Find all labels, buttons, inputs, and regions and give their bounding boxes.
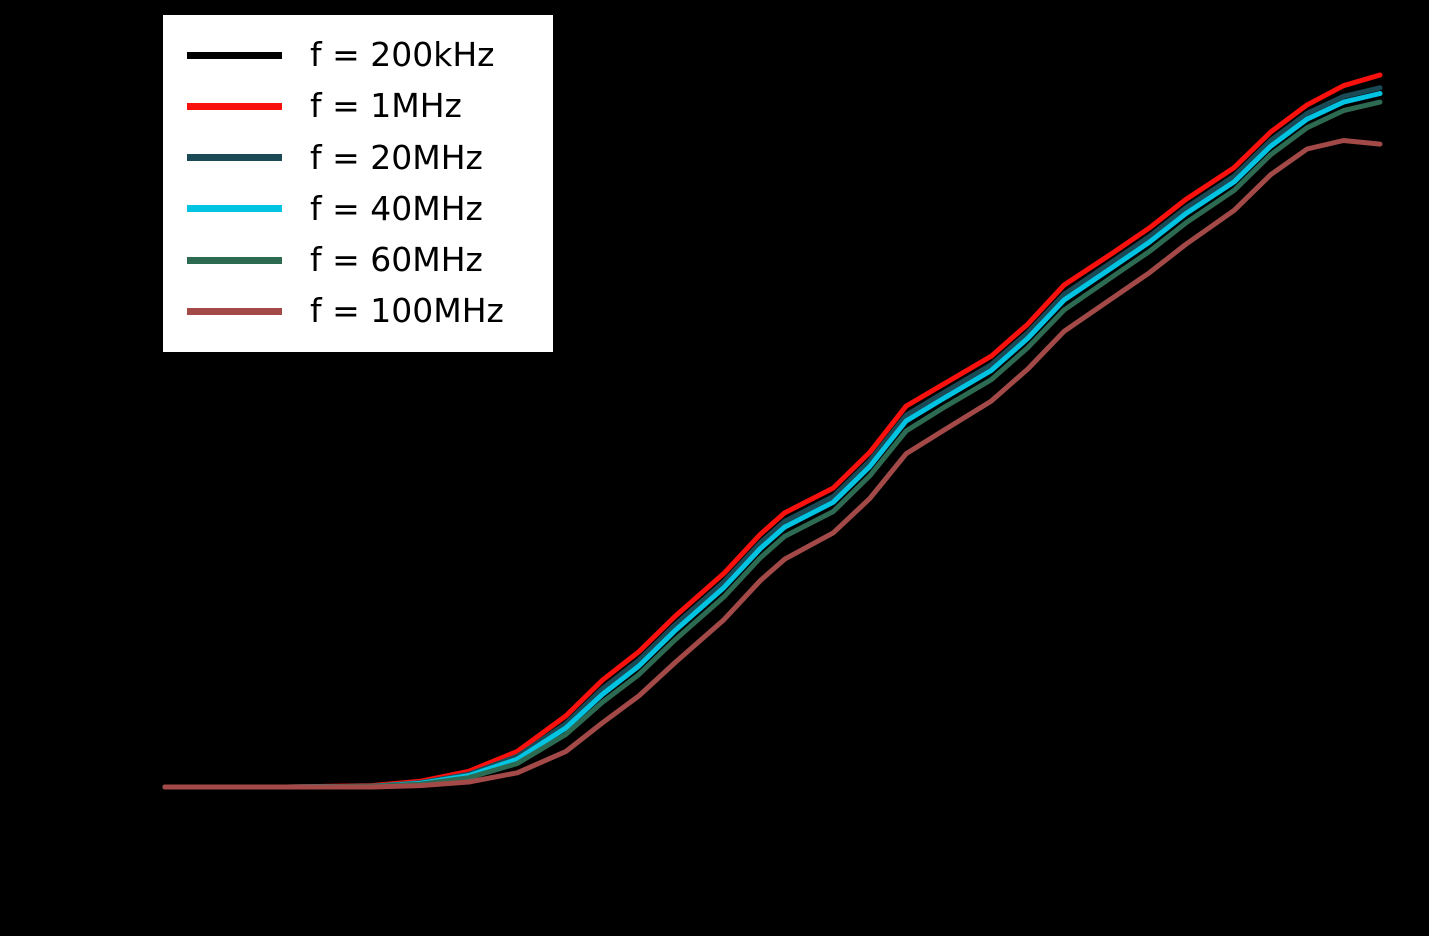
legend-label-f-40MHz: f = 40MHz <box>310 188 483 228</box>
legend-line-swatch-f-40MHz <box>187 205 282 213</box>
legend-label-f-20MHz: f = 20MHz <box>310 137 483 177</box>
series-line-f-40MHz <box>162 91 1383 790</box>
legend-item-f-20MHz: f = 20MHz <box>187 138 523 178</box>
legend-line-swatch-f-20MHz <box>187 154 282 162</box>
legend-label-f-100MHz: f = 100MHz <box>310 291 504 331</box>
legend-item-f-40MHz: f = 40MHz <box>187 189 523 229</box>
legend-item-f-1MHz: f = 1MHz <box>187 86 523 126</box>
legend-line-swatch-f-1MHz <box>187 102 282 110</box>
series-line-f-1MHz <box>162 72 1383 790</box>
legend: f = 200kHz f = 1MHz f = 20MHz f = 40MHz f = … <box>163 15 553 352</box>
legend-line-swatch-f-200kHz <box>187 51 282 59</box>
legend-item-f-200kHz: f = 200kHz <box>187 35 523 75</box>
series-line-f-60MHz <box>162 99 1383 790</box>
legend-item-f-60MHz: f = 60MHz <box>187 240 523 280</box>
legend-label-f-1MHz: f = 1MHz <box>310 86 462 126</box>
legend-label-f-200kHz: f = 200kHz <box>310 35 495 74</box>
legend-label-f-60MHz: f = 60MHz <box>310 240 483 279</box>
legend-item-f-100MHz: f = 100MHz <box>187 291 523 331</box>
series-line-f-100MHz <box>162 138 1383 790</box>
legend-line-swatch-f-100MHz <box>187 307 282 315</box>
legend-line-swatch-f-60MHz <box>187 256 282 264</box>
